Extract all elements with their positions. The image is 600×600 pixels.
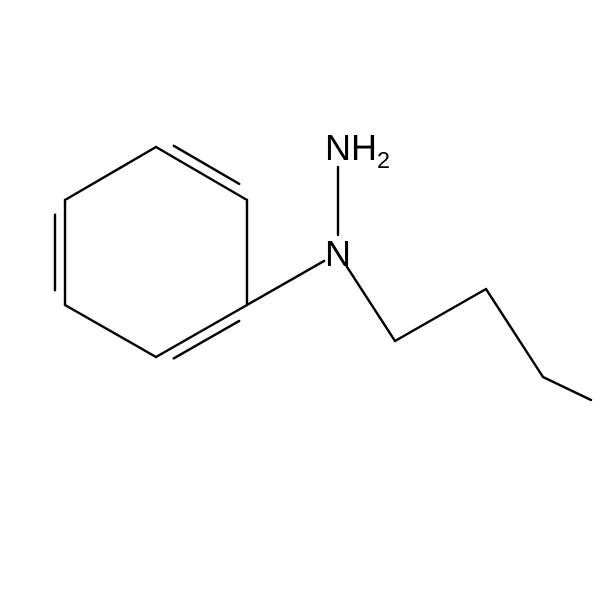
molecule-svg [0, 0, 600, 600]
molecule-canvas: N NH2 [0, 0, 600, 600]
atom-label-N2: NH2 [325, 127, 390, 174]
atom-label-N1: N [325, 233, 351, 275]
